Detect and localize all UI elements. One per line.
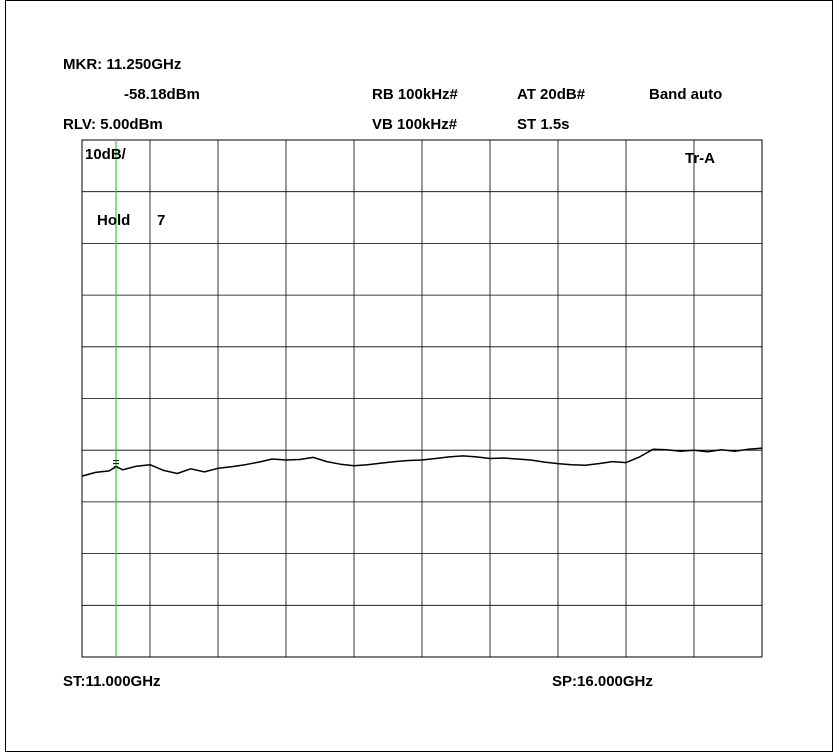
- hold-label: Hold: [97, 212, 131, 229]
- video-bandwidth: VB 100kHz#: [372, 116, 458, 133]
- scale-per-division: 10dB/: [85, 146, 126, 163]
- stop-frequency: SP:16.000GHz: [552, 673, 653, 690]
- marker-level: -58.18dBm: [124, 86, 200, 103]
- trace-label: Tr-A: [685, 150, 715, 167]
- hold-count: 7: [157, 212, 166, 229]
- attenuation: AT 20dB#: [517, 86, 586, 103]
- resolution-bandwidth: RB 100kHz#: [372, 86, 458, 103]
- plot-frame: [5, 0, 833, 752]
- trace-line: [81, 447, 763, 477]
- reference-level: RLV: 5.00dBm: [63, 116, 163, 133]
- band-mode: Band auto: [649, 86, 723, 103]
- sweep-time: ST 1.5s: [517, 116, 570, 133]
- marker-symbol: [113, 460, 119, 468]
- marker-frequency: MKR: 11.250GHz: [63, 56, 182, 73]
- start-frequency: ST:11.000GHz: [63, 673, 161, 690]
